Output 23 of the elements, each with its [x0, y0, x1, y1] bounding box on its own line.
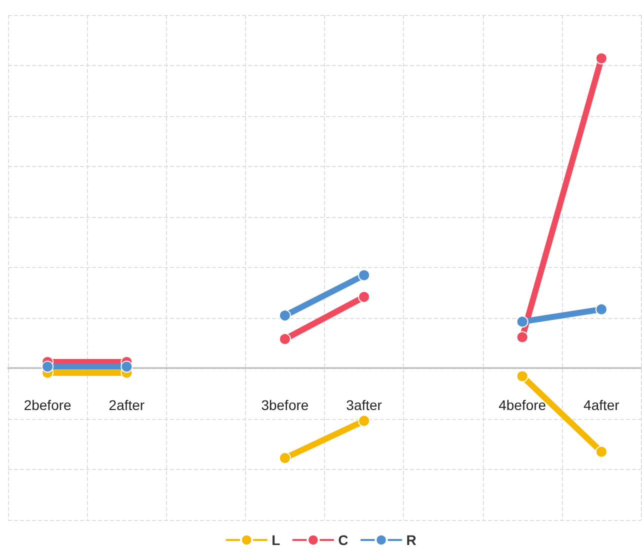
legend-label: C: [338, 532, 348, 548]
x-tick-label: 2before: [24, 397, 72, 414]
point: [595, 52, 608, 64]
point: [120, 360, 133, 373]
x-tick-label: 3after: [346, 397, 382, 414]
point: [595, 446, 608, 458]
x-tick-label: 4after: [584, 397, 620, 414]
point: [516, 370, 528, 382]
point: [516, 316, 528, 328]
point: [278, 333, 291, 346]
point: [278, 310, 291, 322]
point: [278, 452, 291, 464]
point: [595, 303, 608, 316]
x-tick-label: 3before: [261, 397, 309, 414]
point: [516, 331, 528, 344]
point: [358, 269, 370, 282]
legend-label: L: [272, 532, 281, 548]
point: [358, 414, 370, 427]
point: [358, 290, 370, 303]
legend-label: R: [406, 532, 416, 548]
x-tick-label: 4before: [498, 397, 546, 414]
point: [42, 360, 54, 373]
x-tick-label: 2after: [108, 397, 145, 414]
